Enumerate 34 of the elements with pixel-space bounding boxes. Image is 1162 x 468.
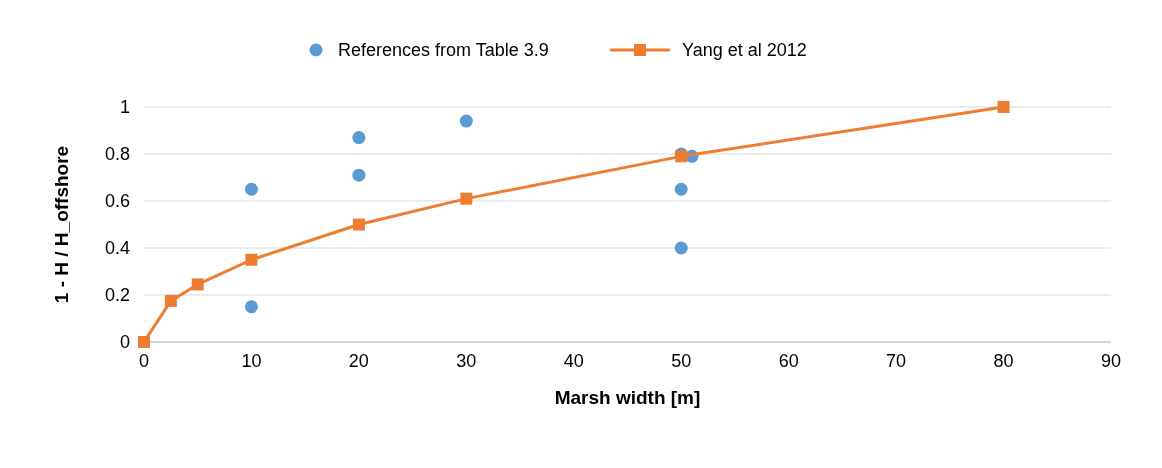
point [352,218,365,231]
x-tick-label: 30 [456,351,477,371]
point [997,101,1010,113]
point [352,131,366,145]
y-tick-label: 0.2 [104,285,130,305]
point [138,336,150,348]
point [244,182,258,196]
y-axis-title: 1 - H / H_offshore [51,145,72,304]
y-tick-label: 0.8 [104,144,130,164]
point [191,278,204,291]
x-tick-label: 50 [671,351,692,371]
point [459,114,473,128]
y-tick-label: 0.4 [104,238,130,258]
x-tick-label: 10 [241,351,262,371]
point [352,168,366,182]
point [674,241,688,255]
y-tick-label: 0.6 [104,191,130,211]
x-tick-label: 20 [348,351,369,371]
x-tick-label: 60 [778,351,799,371]
point [245,253,258,266]
legend-label: Yang et al 2012 [682,40,807,60]
x-axis-title: Marsh width [m] [554,387,701,408]
x-tick-label: 80 [993,351,1014,371]
x-tick-label: 70 [886,351,907,371]
x-tick-label: 40 [563,351,584,371]
y-tick-label: 0 [119,332,130,352]
y-tick-label: 1 [119,97,130,117]
point [164,294,177,307]
x-tick-label: 0 [138,351,150,371]
point [674,182,688,196]
point [460,192,473,205]
point [244,300,258,314]
legend-label: References from Table 3.9 [338,40,549,60]
x-tick-label: 90 [1100,351,1122,371]
